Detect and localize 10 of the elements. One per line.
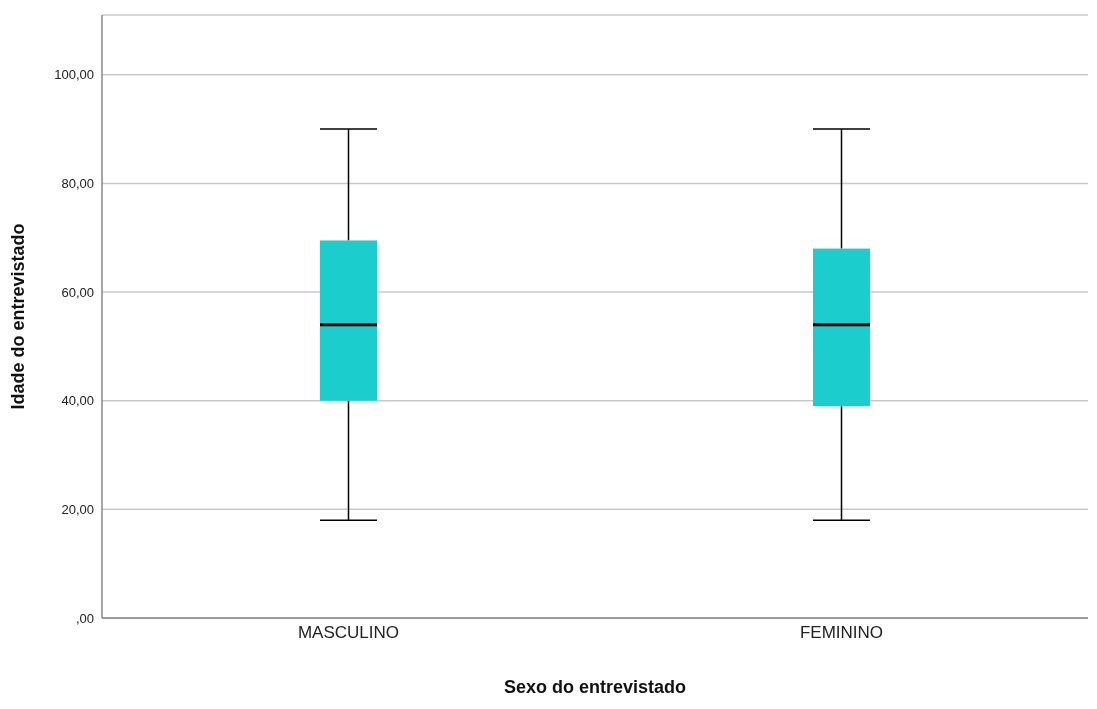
y-tick-label: 100,00 [54, 67, 94, 83]
y-tick-label: 80,00 [61, 176, 94, 192]
x-tick-label: MASCULINO [297, 623, 400, 643]
x-tick-label: FEMININO [799, 623, 884, 643]
y-tick-label: 20,00 [61, 501, 94, 517]
y-tick-label: 60,00 [61, 284, 94, 300]
y-tick-label: 40,00 [61, 393, 94, 409]
x-axis-title: Sexo do entrevistado [503, 677, 687, 697]
y-axis-title: Idade do entrevistado [8, 223, 29, 410]
y-tick-label: ,00 [75, 610, 94, 626]
